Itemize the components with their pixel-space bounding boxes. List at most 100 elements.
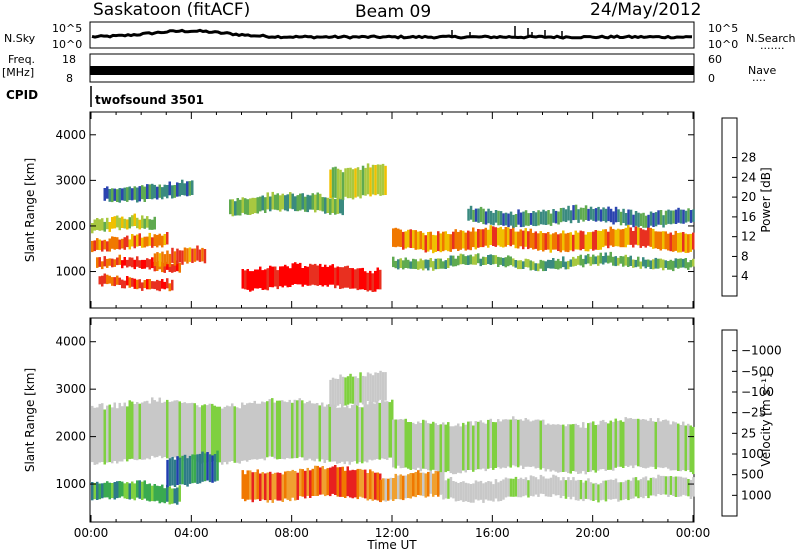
heatmap-cell bbox=[517, 231, 520, 249]
heatmap-cell bbox=[609, 226, 612, 246]
heatmap-cell bbox=[417, 470, 420, 495]
heatmap-cell bbox=[434, 235, 437, 252]
heatmap-cell bbox=[316, 403, 319, 459]
heatmap-cell bbox=[334, 267, 337, 289]
heatmap-cell bbox=[567, 477, 570, 497]
heatmap-cell bbox=[534, 263, 537, 271]
heatmap-cell bbox=[652, 228, 655, 249]
heatmap-cell bbox=[419, 423, 422, 472]
heatmap-cell bbox=[156, 485, 159, 501]
heatmap-cell bbox=[664, 231, 667, 250]
heatmap-cell bbox=[457, 255, 460, 266]
heatmap-cell bbox=[353, 404, 356, 462]
heatmap-cell bbox=[193, 454, 197, 483]
heatmap-cell bbox=[569, 424, 572, 474]
heatmap-cell bbox=[289, 471, 292, 502]
heatmap-cell bbox=[484, 227, 487, 246]
heatmap-cell bbox=[128, 257, 131, 267]
heatmap-cell bbox=[121, 406, 124, 462]
heatmap-cell bbox=[239, 199, 242, 216]
heatmap-cell bbox=[407, 229, 410, 248]
heatmap-cell bbox=[617, 228, 620, 247]
heatmap-cell bbox=[449, 234, 452, 252]
heatmap-cell bbox=[627, 209, 630, 225]
heatmap-cell bbox=[422, 260, 425, 271]
heatmap-cell bbox=[366, 473, 369, 501]
heatmap-cell bbox=[564, 426, 567, 472]
heatmap-cell bbox=[311, 193, 314, 210]
heatmap-cell bbox=[592, 209, 595, 221]
heatmap-cell bbox=[246, 403, 249, 462]
heatmap-cell bbox=[131, 277, 134, 287]
heatmap-cell bbox=[579, 254, 582, 266]
heatmap-cell bbox=[101, 483, 104, 499]
heatmap-cell bbox=[544, 211, 548, 225]
heatmap-cell bbox=[437, 471, 440, 497]
heatmap-cell bbox=[482, 483, 485, 503]
heatmap-cell bbox=[338, 407, 341, 464]
heatmap-cell bbox=[579, 427, 582, 474]
heatmap-cell bbox=[351, 469, 354, 499]
heatmap-cell bbox=[334, 378, 337, 408]
heatmap-cell bbox=[507, 478, 510, 497]
heatmap-cell bbox=[151, 257, 154, 269]
heatmap-cell bbox=[632, 477, 635, 499]
heatmap-cell bbox=[552, 209, 555, 223]
heatmap-cell bbox=[251, 197, 254, 214]
heatmap-cell bbox=[293, 399, 296, 459]
heatmap-cell bbox=[422, 232, 425, 251]
heatmap-cell bbox=[559, 233, 562, 253]
heatmap-cell bbox=[512, 478, 515, 497]
heatmap-cell bbox=[634, 418, 637, 466]
heatmap-cell bbox=[589, 256, 592, 266]
heatmap-cell bbox=[532, 211, 535, 226]
heatmap-cell bbox=[439, 258, 442, 269]
heatmap-cell bbox=[632, 418, 635, 469]
heatmap-cell bbox=[517, 209, 520, 225]
heatmap-cell bbox=[557, 477, 560, 496]
heatmap-cell bbox=[432, 421, 435, 470]
heatmap-cell bbox=[176, 487, 179, 505]
heatmap-cell bbox=[472, 209, 475, 222]
heatmap-cell bbox=[672, 421, 675, 471]
heatmap-cell bbox=[682, 421, 685, 471]
heatmap-cell bbox=[602, 229, 605, 248]
heatmap-cell bbox=[499, 421, 502, 469]
heatmap-cell bbox=[452, 231, 455, 250]
heatmap-cell bbox=[534, 419, 537, 469]
colorbar-tick-label: −500 bbox=[741, 364, 774, 378]
heatmap-cell bbox=[394, 227, 397, 248]
heatmap-cell bbox=[198, 407, 201, 463]
heatmap-cell bbox=[487, 419, 490, 469]
heatmap-cell bbox=[334, 198, 337, 215]
heatmap-cell bbox=[577, 209, 580, 223]
heatmap-cell bbox=[674, 422, 677, 471]
heatmap-cell bbox=[422, 472, 425, 497]
heatmap-cell bbox=[584, 234, 587, 252]
heatmap-cell bbox=[188, 455, 192, 484]
heatmap-cell bbox=[587, 232, 590, 252]
heatmap-cell bbox=[103, 409, 106, 465]
heatmap-cell bbox=[494, 422, 497, 468]
velocity-panel: 1000 2000 3000 4000 00:00 04:00 08:00 12:00 16:… bbox=[23, 317, 782, 552]
heatmap-cell bbox=[361, 407, 364, 464]
heatmap-cell bbox=[512, 416, 515, 466]
heatmap-cell bbox=[517, 419, 520, 468]
heatmap-cell bbox=[128, 239, 131, 250]
heatmap-cell bbox=[354, 269, 357, 289]
heatmap-cell bbox=[131, 188, 134, 201]
heatmap-cell bbox=[116, 481, 119, 499]
heatmap-cell bbox=[492, 484, 495, 502]
colorbar-tick-label: 12 bbox=[741, 230, 756, 244]
heatmap-cell bbox=[564, 480, 568, 499]
heatmap-cell bbox=[116, 408, 119, 464]
heatmap-cell bbox=[341, 466, 344, 497]
heatmap-cell bbox=[374, 372, 377, 403]
ytick-label: 4000 bbox=[55, 335, 86, 349]
heatmap-cell bbox=[442, 231, 445, 252]
heatmap-cell bbox=[574, 258, 577, 266]
heatmap-cell bbox=[176, 182, 179, 197]
heatmap-cell bbox=[384, 165, 387, 195]
heatmap-cell bbox=[168, 263, 171, 272]
heatmap-cell bbox=[131, 215, 134, 227]
